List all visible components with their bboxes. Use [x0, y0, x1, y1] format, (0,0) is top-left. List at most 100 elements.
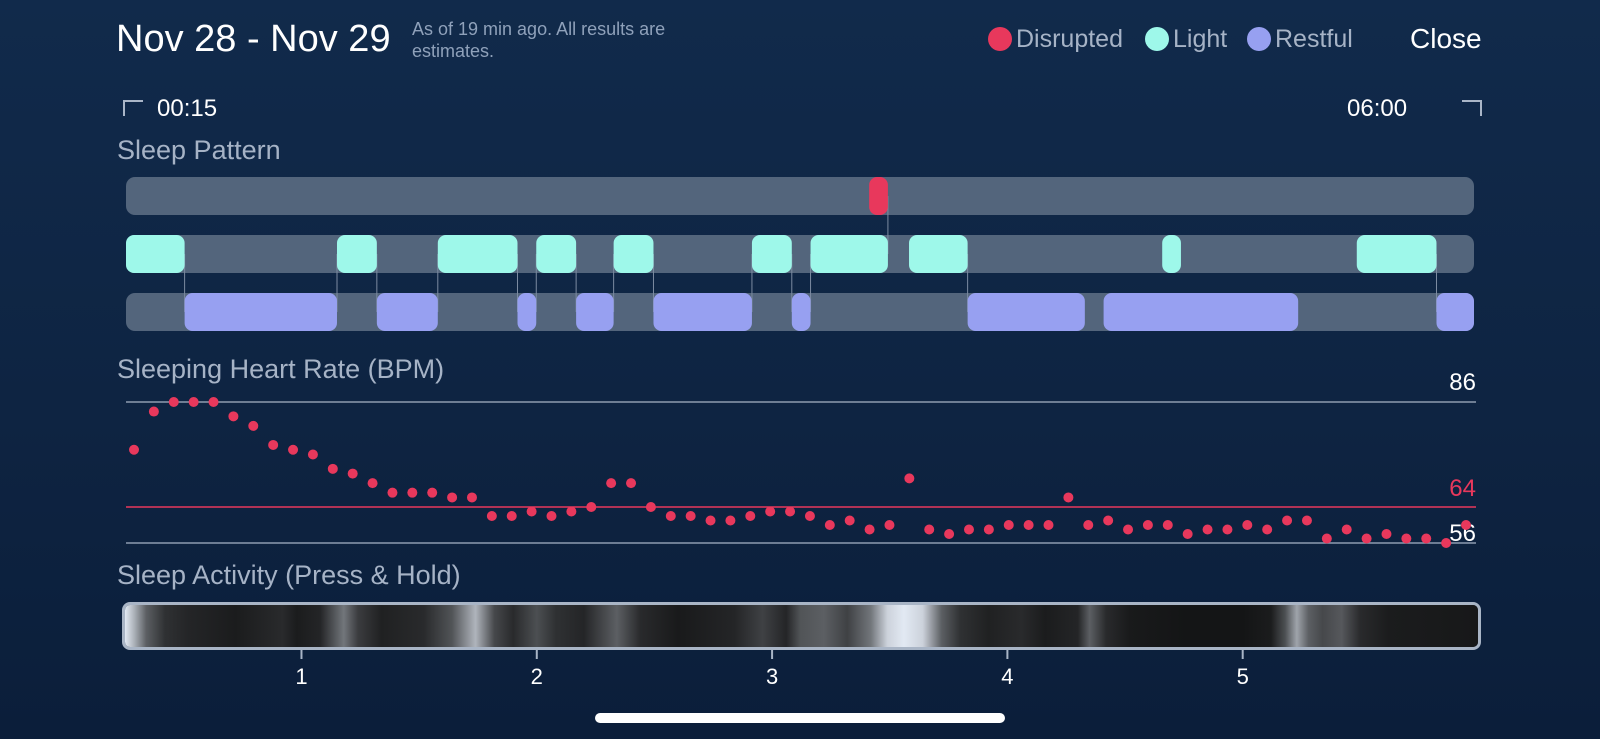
hr-point: [884, 520, 895, 530]
hr-point: [1043, 520, 1054, 530]
legend-restful-label: Restful: [1275, 24, 1353, 53]
restful-segment: [967, 293, 1085, 331]
hr-point: [1222, 524, 1233, 535]
sleep-pattern-chart: [126, 177, 1474, 331]
hr-point: [506, 511, 517, 521]
hr-point: [1003, 520, 1014, 530]
light-segment: [613, 235, 654, 273]
range-start-time: 00:15: [157, 95, 218, 122]
hr-point: [1262, 524, 1273, 535]
hr-point: [745, 511, 756, 521]
hr-point: [1162, 520, 1173, 530]
hr-point: [1242, 520, 1253, 530]
axis-tick-label: 2: [531, 664, 543, 689]
legend-light-label: Light: [1173, 24, 1228, 53]
axis-tick-label: 1: [295, 664, 307, 689]
range-start-bracket-icon: [123, 100, 143, 116]
restful-dot-icon: [1247, 27, 1271, 51]
restful-segment: [376, 293, 438, 331]
light-segment: [1356, 235, 1437, 273]
hr-point: [307, 449, 318, 460]
hr-point: [168, 397, 179, 407]
hr-point: [785, 506, 796, 517]
hr-point: [1123, 524, 1134, 535]
hr-point: [1282, 515, 1293, 526]
hr-point: [844, 515, 855, 526]
hr-point: [944, 529, 955, 539]
restful-segment: [1436, 293, 1474, 331]
hr-point: [367, 478, 378, 489]
axis-tick-label: 5: [1237, 664, 1249, 689]
hr-point: [1461, 520, 1471, 530]
range-end-bracket-icon: [1462, 100, 1482, 116]
light-segment: [437, 235, 518, 273]
hr-point: [645, 502, 656, 512]
hr-point: [626, 478, 637, 489]
light-track: [126, 235, 1474, 273]
date-range-title: Nov 28 - Nov 29: [116, 18, 391, 60]
hr-point: [1083, 520, 1094, 530]
light-segment: [336, 235, 377, 273]
hr-point: [546, 511, 557, 521]
disrupted-track: [126, 177, 1474, 215]
hr-point: [963, 524, 974, 535]
axis-tick-label: 3: [766, 664, 778, 689]
light-segment: [1162, 235, 1181, 273]
hr-point: [1063, 492, 1074, 503]
hr-point: [486, 511, 497, 521]
hr-point: [1202, 524, 1213, 535]
hr-point: [1361, 533, 1372, 544]
restful-segment: [791, 293, 811, 331]
restful-segment: [653, 293, 752, 331]
hr-point: [268, 439, 279, 450]
activity-axis: 1 2 3 4 5: [295, 650, 1249, 689]
home-indicator[interactable]: [595, 713, 1005, 723]
light-segment: [751, 235, 792, 273]
hr-point: [705, 515, 716, 526]
hr-point: [586, 502, 597, 512]
hr-point: [904, 473, 915, 484]
close-button[interactable]: Close: [1410, 23, 1482, 54]
hr-point: [1142, 520, 1153, 530]
light-dot-icon: [1145, 27, 1169, 51]
hr-point: [327, 463, 338, 474]
sleep-pattern-title: Sleep Pattern: [117, 135, 281, 165]
hr-point: [228, 411, 239, 422]
hr-point: [526, 506, 537, 517]
hr-point: [606, 478, 617, 489]
heart-rate-chart: 86 64 56: [126, 369, 1476, 548]
hr-point: [387, 487, 398, 498]
disrupted-segment: [869, 177, 888, 215]
range-end-time: 06:00: [1347, 95, 1408, 122]
hr-point: [924, 524, 935, 535]
hr-point: [427, 487, 438, 498]
hr-point: [1301, 515, 1312, 526]
hr-points: [129, 397, 1471, 548]
hr-point: [1023, 520, 1034, 530]
sleep-activity-title: Sleep Activity (Press & Hold): [117, 560, 461, 590]
hr-point: [1182, 529, 1193, 539]
light-segment: [810, 235, 888, 273]
hr-point: [1401, 533, 1412, 544]
restful-segment: [184, 293, 337, 331]
hr-point: [148, 406, 159, 417]
stage-segments: [126, 177, 1474, 331]
hr-point: [466, 492, 477, 503]
hr-point: [208, 397, 219, 407]
legend-light: Light: [1145, 22, 1227, 56]
hr-point: [1421, 533, 1432, 544]
hr-point: [407, 487, 418, 498]
heart-rate-title: Sleeping Heart Rate (BPM): [117, 354, 445, 384]
sleep-activity-bar[interactable]: [122, 602, 1481, 650]
light-segment: [909, 235, 968, 273]
hr-point: [566, 506, 577, 517]
light-segment: [536, 235, 577, 273]
axis-tick-label: 4: [1001, 664, 1013, 689]
hr-point: [347, 468, 358, 479]
hr-point: [765, 506, 776, 517]
legend-disrupted-label: Disrupted: [1016, 24, 1123, 53]
restful-segment: [517, 293, 537, 331]
hr-point: [1441, 538, 1452, 548]
hr-point: [1321, 533, 1332, 544]
